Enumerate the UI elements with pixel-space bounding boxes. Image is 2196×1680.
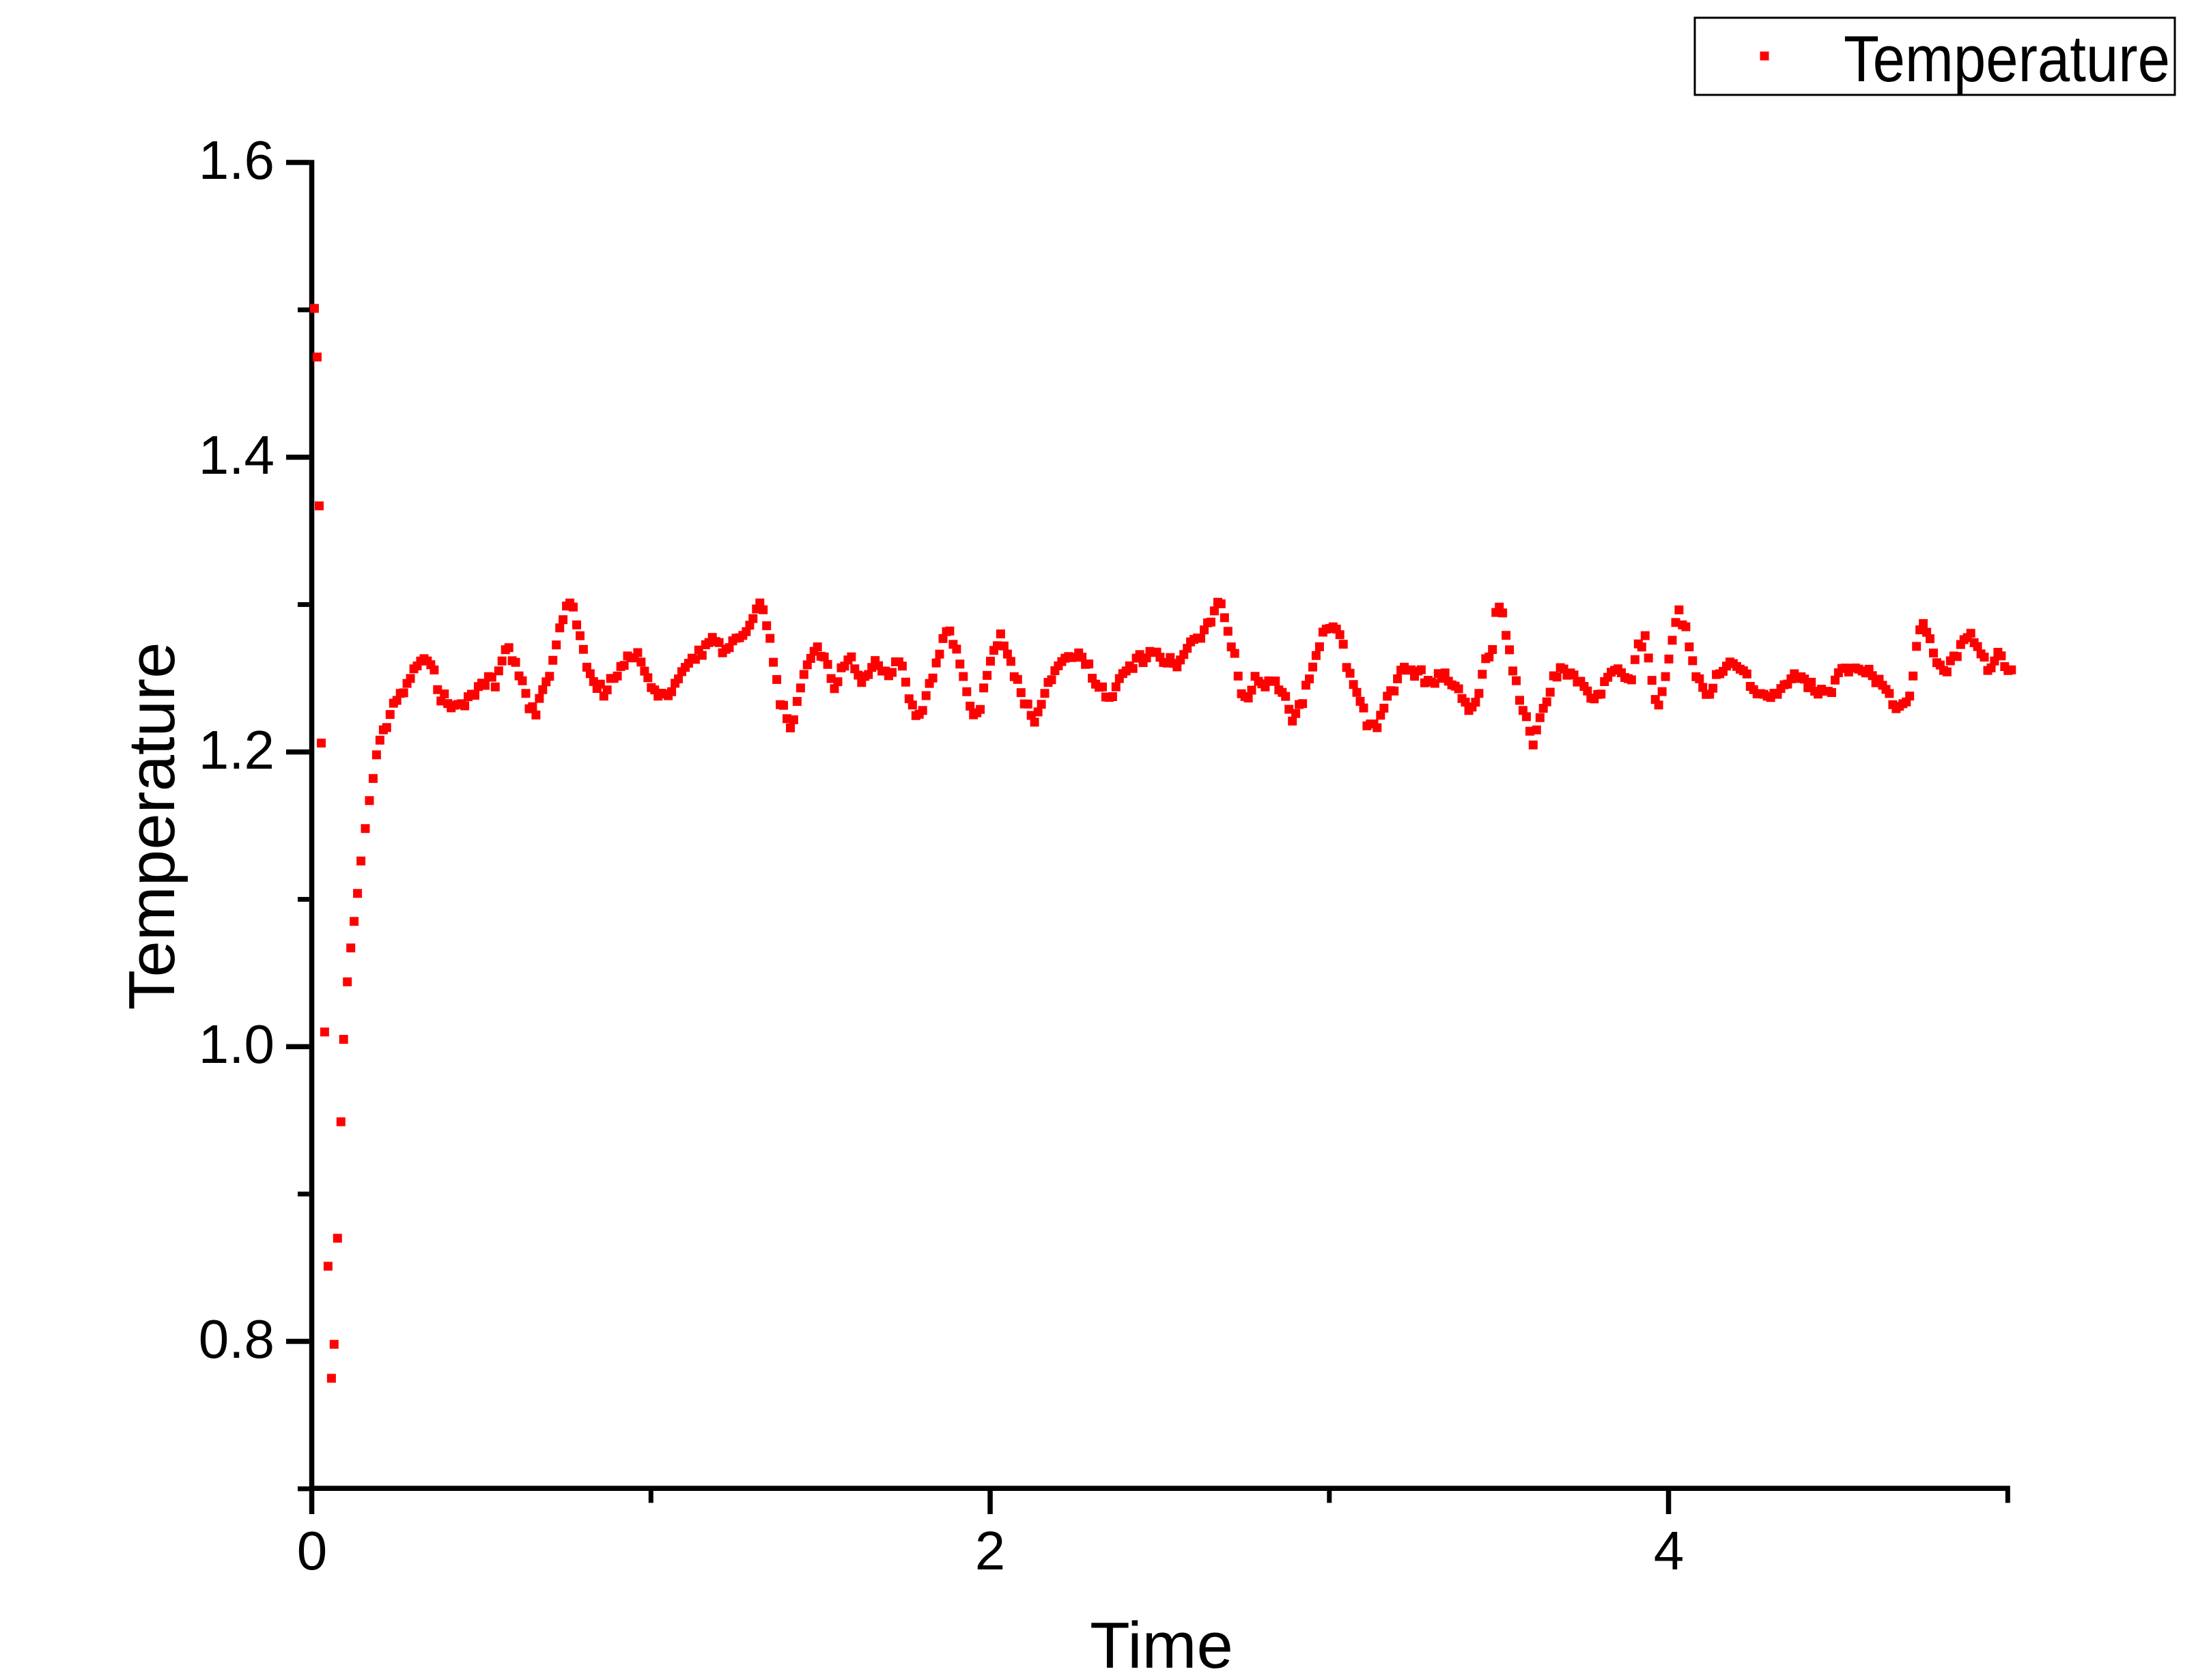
svg-text:Temperature: Temperature bbox=[115, 642, 188, 1010]
svg-text:Time: Time bbox=[1090, 1609, 1233, 1680]
svg-text:Temperature: Temperature bbox=[1844, 23, 2170, 96]
svg-text:1.0: 1.0 bbox=[199, 1014, 274, 1074]
svg-text:1.6: 1.6 bbox=[199, 130, 274, 190]
svg-text:2: 2 bbox=[975, 1520, 1006, 1581]
svg-text:0.8: 0.8 bbox=[199, 1309, 274, 1369]
svg-text:1.2: 1.2 bbox=[199, 720, 274, 780]
svg-text:1.4: 1.4 bbox=[199, 425, 274, 485]
svg-text:4: 4 bbox=[1654, 1520, 1685, 1581]
svg-text:0: 0 bbox=[297, 1520, 328, 1581]
